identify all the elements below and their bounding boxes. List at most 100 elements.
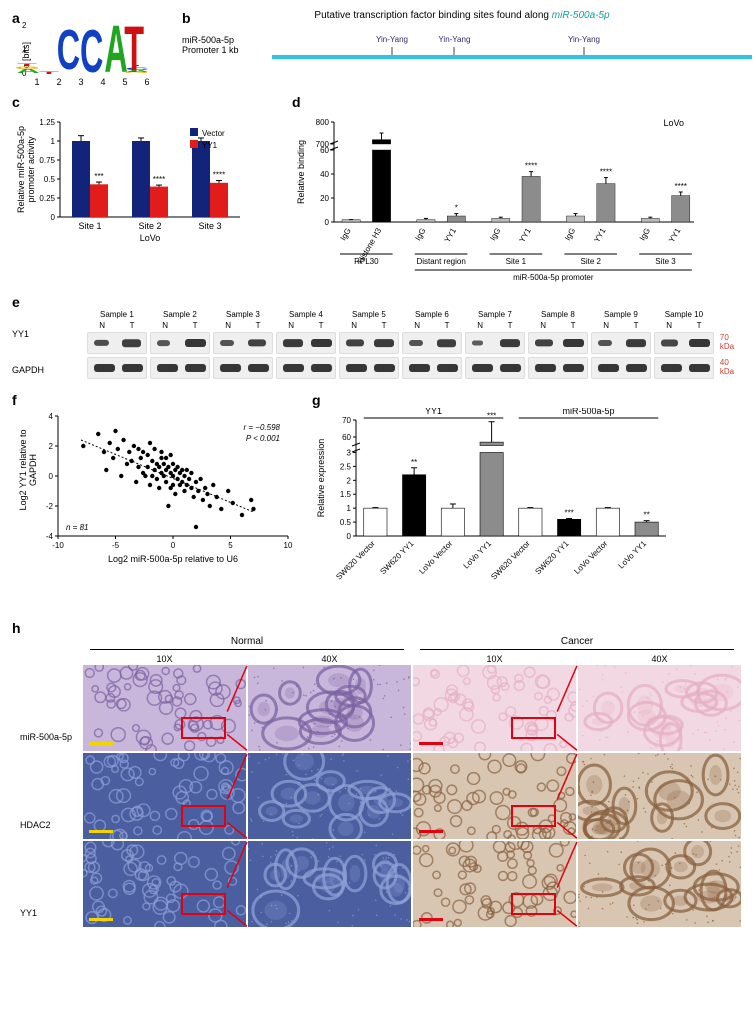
svg-text:10: 10 <box>284 541 293 550</box>
svg-text:Site 3: Site 3 <box>198 221 221 231</box>
svg-text:SW620 YY1: SW620 YY1 <box>378 539 415 576</box>
scatter-f-svg: -10-50510-4-2024r = −0.598P < 0.001n = 8… <box>12 408 312 578</box>
svg-text:0: 0 <box>49 472 54 481</box>
logo-letter: T <box>39 72 59 74</box>
blot-lane <box>591 357 651 379</box>
svg-text:SW620 Vector: SW620 Vector <box>489 539 532 582</box>
nt-labels: NT <box>339 321 399 330</box>
tissue-image <box>247 840 412 928</box>
svg-text:4: 4 <box>49 412 54 421</box>
nt-labels: NT <box>213 321 273 330</box>
blot-column: Sample 3NT <box>213 310 273 357</box>
scale-bar <box>419 830 443 833</box>
svg-text:***: *** <box>94 172 103 181</box>
panel-e: e YY1Sample 1NTSample 2NTSample 3NTSampl… <box>12 294 742 382</box>
nt-labels: NT <box>87 321 147 330</box>
tissue-group-col <box>412 752 742 840</box>
svg-text:Site 2: Site 2 <box>138 221 161 231</box>
label-c: c <box>12 94 292 110</box>
svg-text:0.5: 0.5 <box>44 175 56 184</box>
blot-column: Sample 10NT <box>654 310 714 357</box>
label-d: d <box>292 94 742 110</box>
svg-text:promoter activity: promoter activity <box>26 136 36 203</box>
tissue-image <box>577 840 742 928</box>
kda-label: 70 kDa <box>720 333 742 351</box>
tissue-image <box>82 664 247 752</box>
sample-label: Sample 6 <box>402 310 462 319</box>
magnification-label: 10X <box>412 654 577 664</box>
panel-b: b Putative transcription factor binding … <box>162 10 742 86</box>
track-gene-name: miR-500a-5p <box>552 10 610 21</box>
chart-d-svg: 0204060700800Relative bindingLoVoIgGHist… <box>292 114 712 284</box>
tissue-row <box>82 840 742 928</box>
svg-text:***: *** <box>564 508 573 517</box>
svg-text:2.5: 2.5 <box>340 462 352 471</box>
tissue-group-col <box>82 664 412 752</box>
svg-text:-10: -10 <box>52 541 64 550</box>
svg-text:r = −0.598: r = −0.598 <box>244 423 281 432</box>
svg-text:20: 20 <box>320 194 329 203</box>
tissue-image <box>412 840 577 928</box>
svg-text:LoVo YY1: LoVo YY1 <box>617 539 649 571</box>
svg-text:40: 40 <box>320 170 329 179</box>
tf-mark: Yin-Yang <box>376 35 408 44</box>
zoom-box <box>511 805 557 827</box>
svg-text:*: * <box>455 204 458 213</box>
svg-text:****: **** <box>213 171 225 180</box>
svg-text:800: 800 <box>316 118 330 127</box>
svg-text:****: **** <box>674 182 686 191</box>
svg-text:IgG: IgG <box>638 227 652 243</box>
track-label-2: Promoter 1 kb <box>182 45 239 55</box>
logo-letter: C <box>126 68 149 70</box>
blot-column <box>276 357 336 382</box>
svg-text:Site 1: Site 1 <box>506 257 527 266</box>
tissue-group-header: Cancer <box>420 636 734 650</box>
svg-text:P < 0.001: P < 0.001 <box>246 434 280 443</box>
svg-text:LoVo: LoVo <box>140 233 161 243</box>
svg-text:YY1: YY1 <box>443 226 459 244</box>
svg-text:LoVo Vector: LoVo Vector <box>572 539 609 576</box>
blot-lane <box>150 357 210 379</box>
sample-label: Sample 5 <box>339 310 399 319</box>
svg-text:1: 1 <box>347 504 352 513</box>
blot-column <box>150 357 210 382</box>
svg-text:**: ** <box>644 511 650 520</box>
svg-text:YY1: YY1 <box>425 408 442 416</box>
svg-text:1.25: 1.25 <box>39 118 55 127</box>
tissue-image <box>82 840 247 928</box>
magnification-label: 40X <box>247 654 412 664</box>
tf-tick <box>584 47 585 55</box>
scale-bar <box>89 918 113 921</box>
track-wrap: miR-500a-5p Promoter 1 kb Yin-YangYin-Ya… <box>182 33 742 69</box>
svg-text:**: ** <box>411 458 417 467</box>
svg-text:-5: -5 <box>112 541 120 550</box>
svg-text:Log2 YY1 relative to: Log2 YY1 relative to <box>18 430 28 511</box>
nt-labels: NT <box>402 321 462 330</box>
svg-text:IgG: IgG <box>339 227 353 243</box>
svg-text:0: 0 <box>325 218 330 227</box>
logo-ytick: 2 <box>22 21 26 30</box>
sample-label: Sample 10 <box>654 310 714 319</box>
logo-xtick: 6 <box>144 77 149 87</box>
track-label-1: miR-500a-5p <box>182 35 239 45</box>
tissue-group-col <box>82 752 412 840</box>
blot-column: Sample 8NT <box>528 310 588 357</box>
zoom-box <box>181 805 227 827</box>
logo-letter: C <box>80 30 103 73</box>
blot-row-label: YY1 <box>12 329 47 339</box>
svg-text:Distant region: Distant region <box>416 257 465 266</box>
nt-labels: NT <box>528 321 588 330</box>
svg-text:YY1: YY1 <box>517 226 533 244</box>
tf-tick <box>392 47 393 55</box>
tf-tick <box>454 47 455 55</box>
svg-text:70: 70 <box>342 416 351 425</box>
blot-lane <box>654 357 714 379</box>
track-label: miR-500a-5p Promoter 1 kb <box>182 35 239 55</box>
svg-text:700: 700 <box>316 140 330 149</box>
image-grid: Normal10X40XCancer10X40XmiR-500a-5pHDAC2… <box>12 636 742 928</box>
panel-g: g 00.511.522.536070Relative expressionSW… <box>312 392 742 608</box>
panel-a: a ic [bits] 012AGTCTCATACTG123456 <box>12 10 162 86</box>
panel-f: f -10-50510-4-2024r = −0.598P < 0.001n =… <box>12 392 312 608</box>
logo-xtick: 1 <box>34 77 39 87</box>
nt-labels: NT <box>276 321 336 330</box>
